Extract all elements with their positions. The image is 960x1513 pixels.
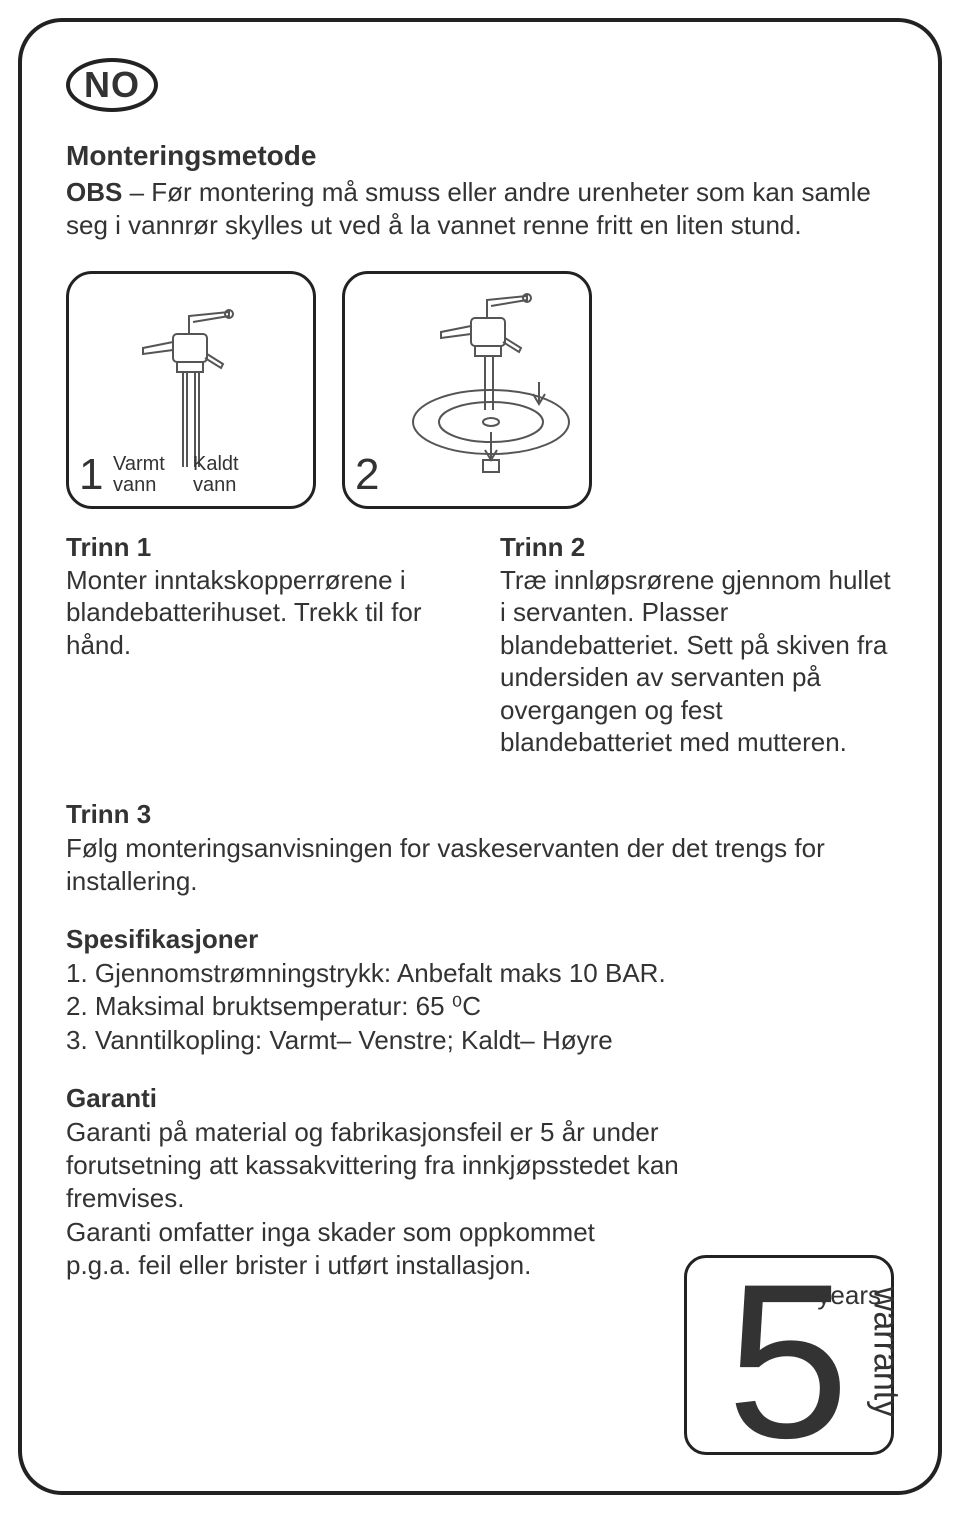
diagram-panel-1: 1 Varmt vann Kaldt vann (66, 271, 316, 509)
step-columns: Trinn 1 Monter inntakskopperrørene i bla… (66, 531, 894, 759)
step-body: Følg monteringsanvisningen for vaskeserv… (66, 832, 894, 899)
faucet-icon (133, 292, 263, 472)
spec-line: 2. Maksimal bruktsemperatur: 65 ⁰C (66, 990, 894, 1023)
caption-cold-water: Kaldt vann (193, 454, 239, 496)
warranty-text: Garanti Garanti på material og fabrikasj… (66, 1083, 706, 1282)
warranty-badge: 5 years warranty (684, 1255, 894, 1455)
language-badge: NO (66, 58, 158, 112)
panel-number: 1 (79, 450, 103, 500)
warranty-body: Garanti på material og fabrikasjonsfeil … (66, 1116, 706, 1282)
diagram-panel-2: 2 (342, 271, 592, 509)
step-body: Monter inntakskopperrørene i blandebatte… (66, 565, 422, 660)
specs-heading: Spesifikasjoner (66, 924, 894, 955)
intro-paragraph: OBS – Før montering må smuss eller andre… (66, 176, 894, 241)
step-heading: Trinn 1 (66, 532, 151, 562)
warranty-heading: Garanti (66, 1083, 706, 1114)
intro-text: – Før montering må smuss eller andre ure… (66, 177, 871, 240)
step-body: Træ innløpsrørene gjennom hullet i serva… (500, 565, 891, 758)
document-title: Monteringsmetode (66, 140, 894, 172)
warranty-word: warranty (865, 1287, 906, 1417)
spec-line: 3. Vanntilkopling: Varmt– Venstre; Kaldt… (66, 1024, 894, 1057)
caption-hot-water: Varmt vann (113, 454, 165, 496)
step-heading: Trinn 3 (66, 799, 894, 830)
step-3: Trinn 3 Følg monteringsanvisningen for v… (66, 799, 894, 899)
intro-bold: OBS (66, 177, 122, 207)
step-1: Trinn 1 Monter inntakskopperrørene i bla… (66, 531, 460, 759)
diagram-row: 1 Varmt vann Kaldt vann (66, 271, 894, 509)
panel-number: 2 (355, 450, 379, 500)
faucet-sink-icon (401, 282, 581, 492)
spec-line: 1. Gjennomstrømningstrykk: Anbefalt maks… (66, 957, 894, 990)
page-frame: NO Monteringsmetode OBS – Før montering … (18, 18, 942, 1495)
specifications: Spesifikasjoner 1. Gjennomstrømningstryk… (66, 924, 894, 1057)
step-heading: Trinn 2 (500, 532, 585, 562)
step-2: Trinn 2 Træ innløpsrørene gjennom hullet… (500, 531, 894, 759)
